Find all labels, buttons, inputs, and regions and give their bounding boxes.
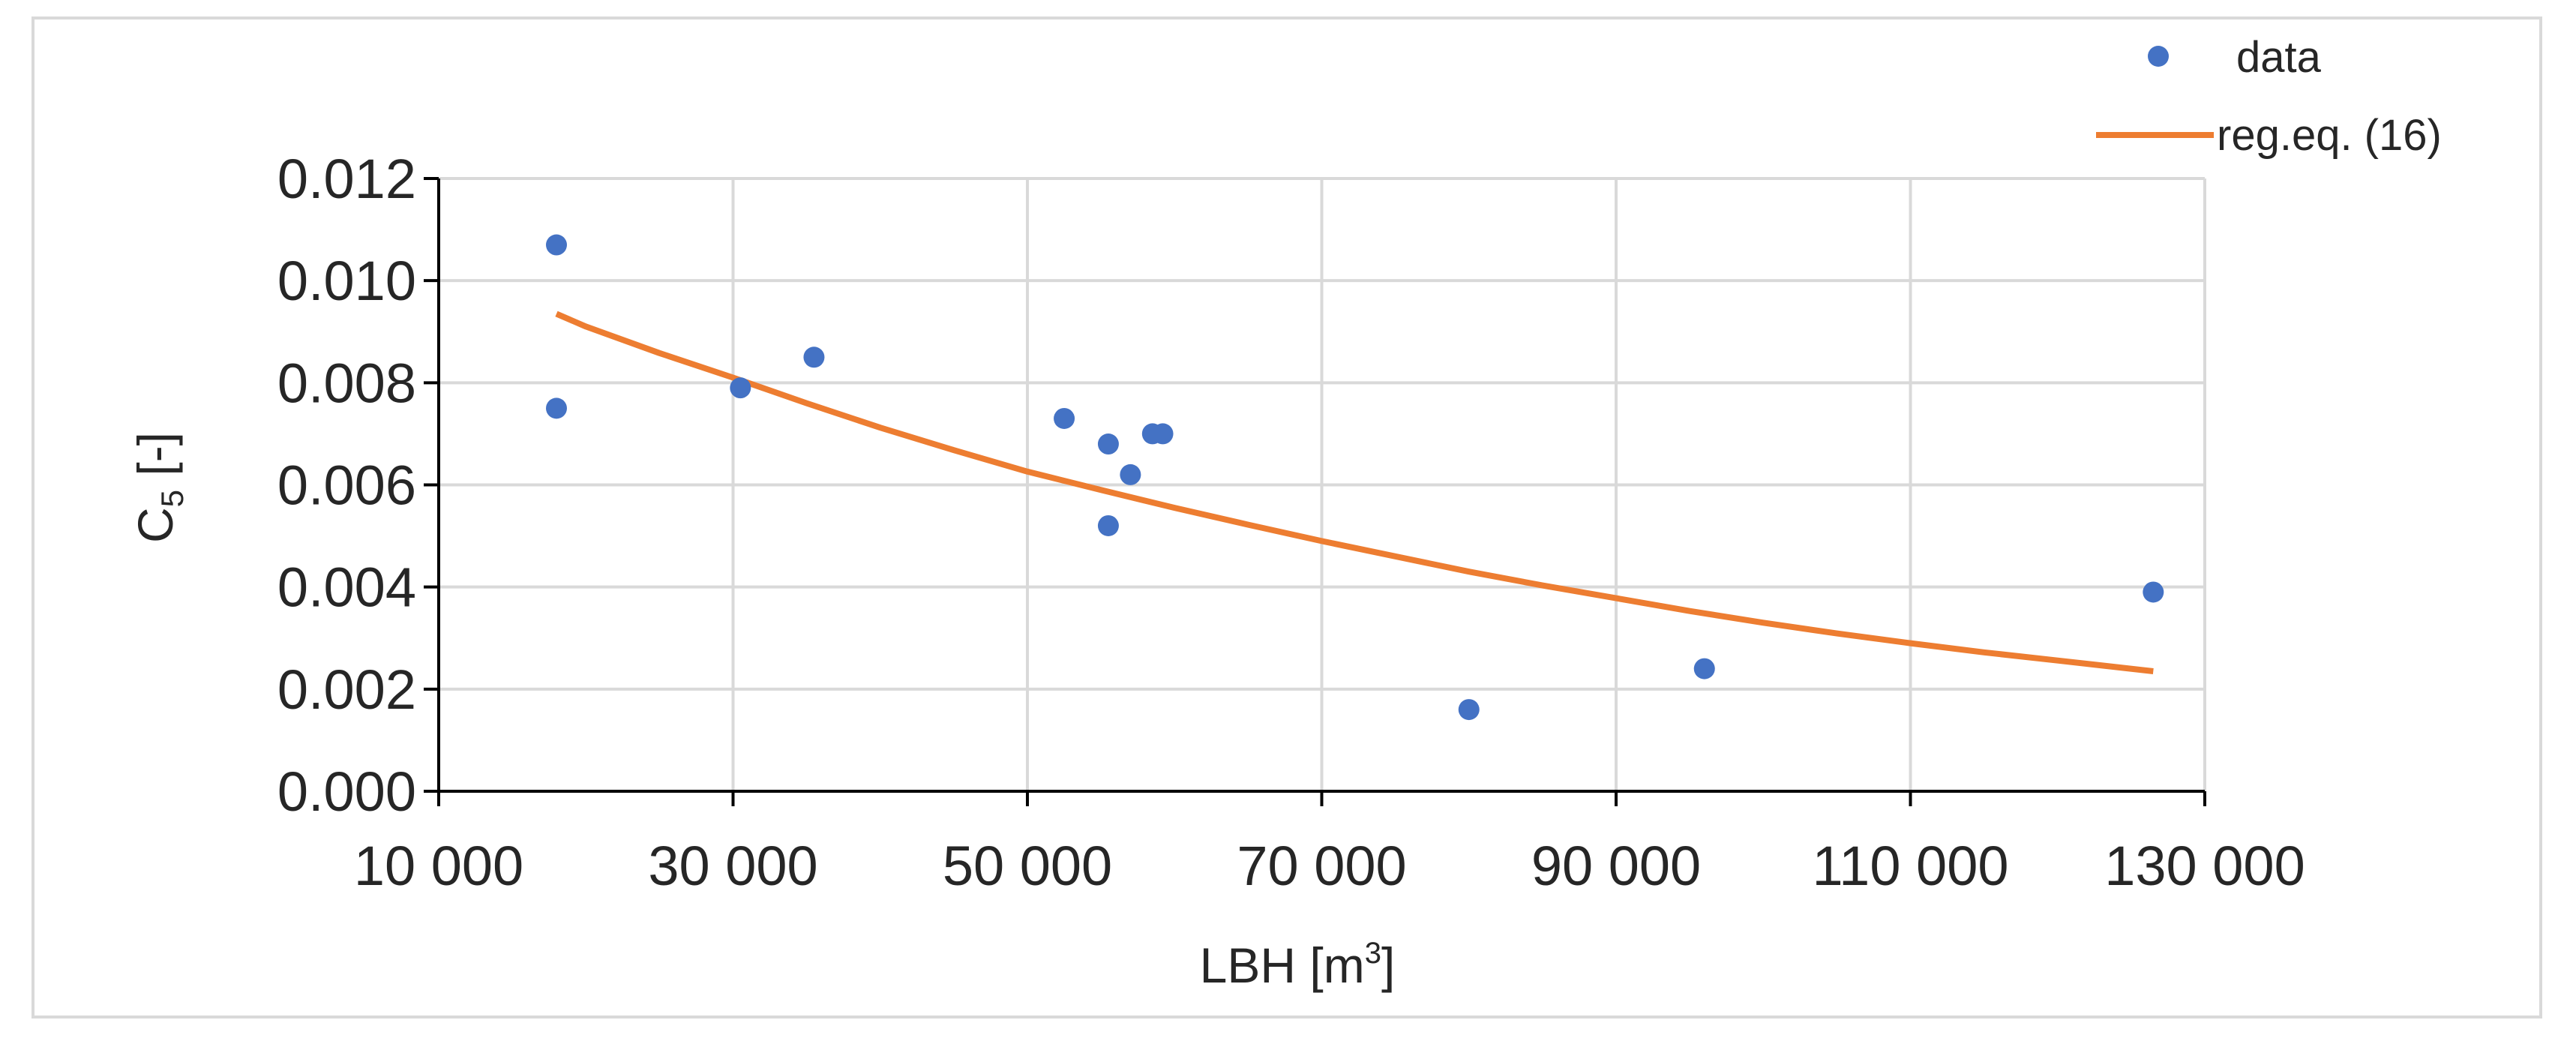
data-point	[1097, 434, 1119, 455]
legend-data-marker	[2148, 46, 2169, 67]
data-point	[1152, 423, 1174, 445]
x-tick-label: 30 000	[648, 835, 817, 897]
y-tick-label: 0.006	[277, 454, 416, 517]
data-point	[730, 377, 751, 399]
y-tick-label: 0.004	[277, 556, 416, 619]
data-point	[546, 398, 567, 419]
tick-labels: 10 000 30 000 50 000 70 000 90 000 110 000 130…	[277, 148, 2305, 897]
grid-lines	[439, 177, 2206, 791]
y-axis-title: C5 [-]	[127, 432, 190, 543]
x-tick-label: 90 000	[1531, 835, 1701, 897]
data-point	[1693, 658, 1715, 680]
y-tick-label: 0.000	[277, 760, 416, 823]
regression-line	[555, 310, 2154, 674]
data-point	[1097, 514, 1119, 536]
x-tick-label: 10 000	[354, 835, 523, 897]
legend-data-label: data	[2236, 33, 2322, 82]
y-tick-label: 0.010	[277, 250, 416, 312]
x-tick-label: 110 000	[1813, 835, 2009, 897]
data-point	[2143, 581, 2164, 603]
data-point	[803, 346, 825, 368]
chart-frame	[31, 16, 2542, 1018]
data-point	[1120, 464, 1141, 485]
legend: data reg.eq. (16)	[2096, 33, 2442, 160]
x-tick-label: 130 000	[2104, 835, 2305, 897]
y-tick-label: 0.008	[277, 352, 416, 414]
data-point	[546, 234, 567, 256]
legend-reg-label: reg.eq. (16)	[2217, 111, 2442, 160]
y-tick-label: 0.002	[277, 658, 416, 721]
data-series	[546, 234, 2164, 721]
data-point	[1054, 407, 1075, 429]
data-point	[1458, 699, 1480, 721]
axes	[424, 177, 2206, 806]
regression-series	[555, 310, 2154, 674]
x-tick-label: 50 000	[943, 835, 1112, 897]
x-axis-title: LBH [m3]	[1200, 937, 1396, 993]
y-tick-label: 0.012	[277, 148, 416, 210]
x-tick-label: 70 000	[1237, 835, 1406, 897]
